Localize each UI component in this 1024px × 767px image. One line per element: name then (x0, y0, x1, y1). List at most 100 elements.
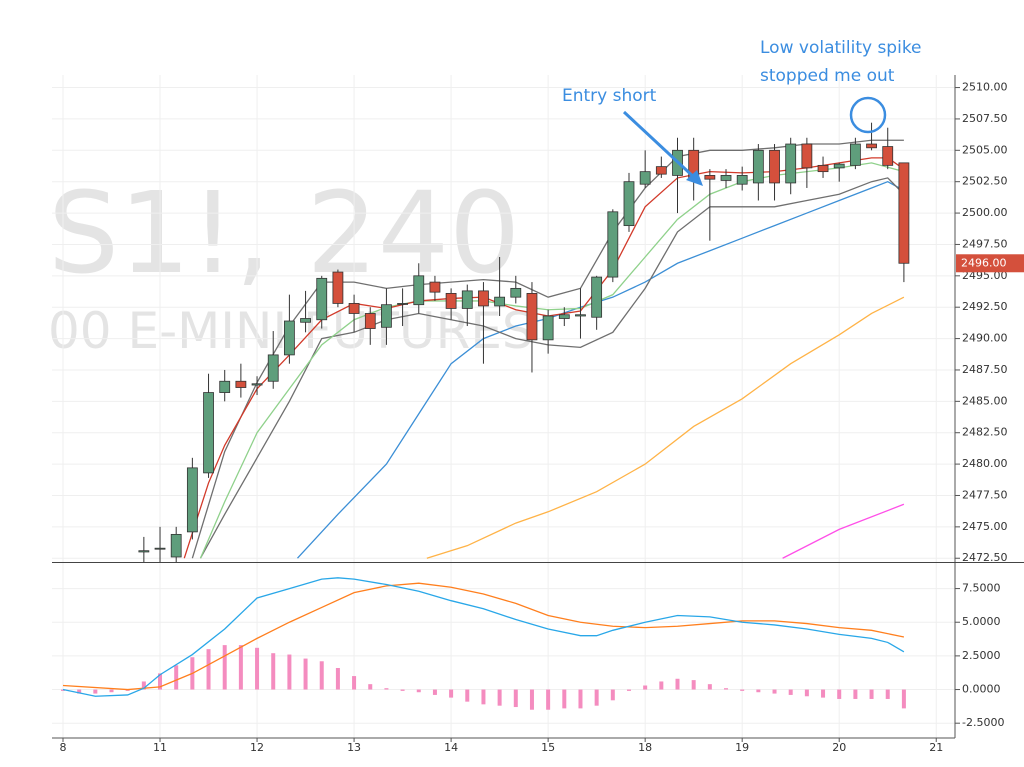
candle-body (736, 175, 748, 185)
y-tick-label: 2487.50 (962, 363, 1008, 376)
candle-body (752, 149, 764, 184)
histogram-bar (368, 684, 373, 690)
candle-body (413, 275, 425, 306)
histogram-bar (93, 689, 98, 694)
histogram-bar (271, 653, 276, 690)
x-tick-label: 18 (638, 741, 652, 754)
histogram-bar (675, 678, 680, 690)
candle-body (623, 181, 635, 227)
y-tick-label: 2505.00 (962, 143, 1008, 156)
candle-body (494, 296, 506, 307)
last-price-box (956, 254, 1024, 273)
candle-body (849, 143, 861, 166)
candle-body (510, 287, 522, 298)
histogram-bar (109, 689, 114, 693)
y-tick-label: 2490.00 (962, 332, 1008, 345)
last-price-label: 2496.00 (961, 256, 1007, 269)
x-tick-label: 15 (541, 741, 555, 754)
candle-body (575, 314, 586, 317)
annotation: Low volatility spike (760, 38, 922, 58)
annotation: stopped me out (760, 66, 895, 86)
indicator-line (62, 582, 905, 691)
y-tick-label: 5.0000 (962, 615, 1001, 628)
indicator-line (782, 503, 905, 559)
candle-body (283, 320, 295, 356)
candle-body (866, 143, 877, 149)
x-tick-label: 11 (153, 741, 167, 754)
y-tick-label: 2497.50 (962, 237, 1008, 250)
histogram-bar (141, 681, 146, 690)
candle-body (898, 162, 910, 264)
plot-layer: 2472.50 2475.00 2477.50 2480.00 2482.50 2485.… (52, 75, 1024, 754)
histogram-bar (416, 689, 421, 693)
candle-body (348, 303, 360, 314)
y-tick-label: 2472.50 (962, 551, 1008, 564)
candle-body (267, 354, 279, 382)
histogram-bar (77, 689, 82, 694)
x-tick-label: 8 (59, 741, 66, 754)
histogram-bar (643, 685, 648, 690)
y-tick-label: 2485.00 (962, 394, 1008, 407)
candle-body (558, 314, 570, 319)
histogram-bar (853, 689, 858, 699)
y-tick-label: 2.5000 (962, 649, 1001, 662)
x-tick-label: 12 (250, 741, 264, 754)
y-tick-label: 2482.50 (962, 426, 1008, 439)
candle-body (170, 533, 182, 558)
histogram-bar (756, 689, 761, 693)
histogram-bar (772, 689, 777, 694)
histogram-bar (578, 689, 583, 709)
histogram-bar (659, 681, 664, 690)
y-tick-label: 2507.50 (962, 112, 1008, 125)
candle-body (316, 277, 328, 321)
x-tick-label: 19 (735, 741, 749, 754)
candle-body (801, 143, 813, 169)
candle-body (817, 164, 829, 173)
candle-body (154, 547, 166, 550)
histogram-bar (529, 689, 534, 710)
histogram-bar (303, 658, 308, 690)
histogram-bar (707, 684, 712, 690)
histogram-bar (432, 689, 437, 695)
histogram-bar (174, 665, 179, 690)
histogram-bar (481, 689, 486, 705)
histogram-bar (255, 647, 260, 690)
histogram-bar (837, 689, 842, 699)
candle-body (591, 276, 603, 318)
histogram-bar (562, 689, 567, 709)
candle-body (639, 171, 651, 185)
candle-body (882, 146, 894, 166)
indicator-line (426, 296, 905, 559)
histogram-bar (206, 649, 211, 690)
candle-body (769, 149, 780, 184)
histogram-bar (400, 689, 405, 691)
histogram-bar (319, 661, 324, 690)
y-tick-label: -2.5000 (962, 716, 1004, 729)
candle-body (478, 290, 489, 307)
x-tick-label: 14 (444, 741, 458, 754)
histogram-bar (497, 689, 502, 706)
candle-body (332, 271, 344, 304)
histogram-bar (740, 689, 745, 691)
candle-body (235, 380, 247, 388)
indicator-line (62, 577, 905, 697)
histogram-bar (222, 645, 227, 690)
histogram-bar (610, 689, 615, 701)
candle-body (720, 175, 732, 181)
y-tick-label: 2510.00 (962, 81, 1008, 94)
indicator-line (297, 180, 905, 559)
histogram-bar (594, 689, 599, 706)
histogram-bar (335, 668, 340, 690)
candle-body (526, 292, 538, 341)
x-tick-label: 13 (347, 741, 361, 754)
y-tick-label: 7.5000 (962, 582, 1001, 595)
candle-body (381, 304, 392, 328)
histogram-bar (449, 689, 454, 698)
annotation-circle (849, 96, 887, 134)
y-tick-label: 2500.00 (962, 206, 1008, 219)
histogram-bar (691, 680, 696, 690)
candle-body (607, 211, 619, 278)
candle-body (445, 292, 457, 309)
histogram-bar (158, 673, 163, 690)
